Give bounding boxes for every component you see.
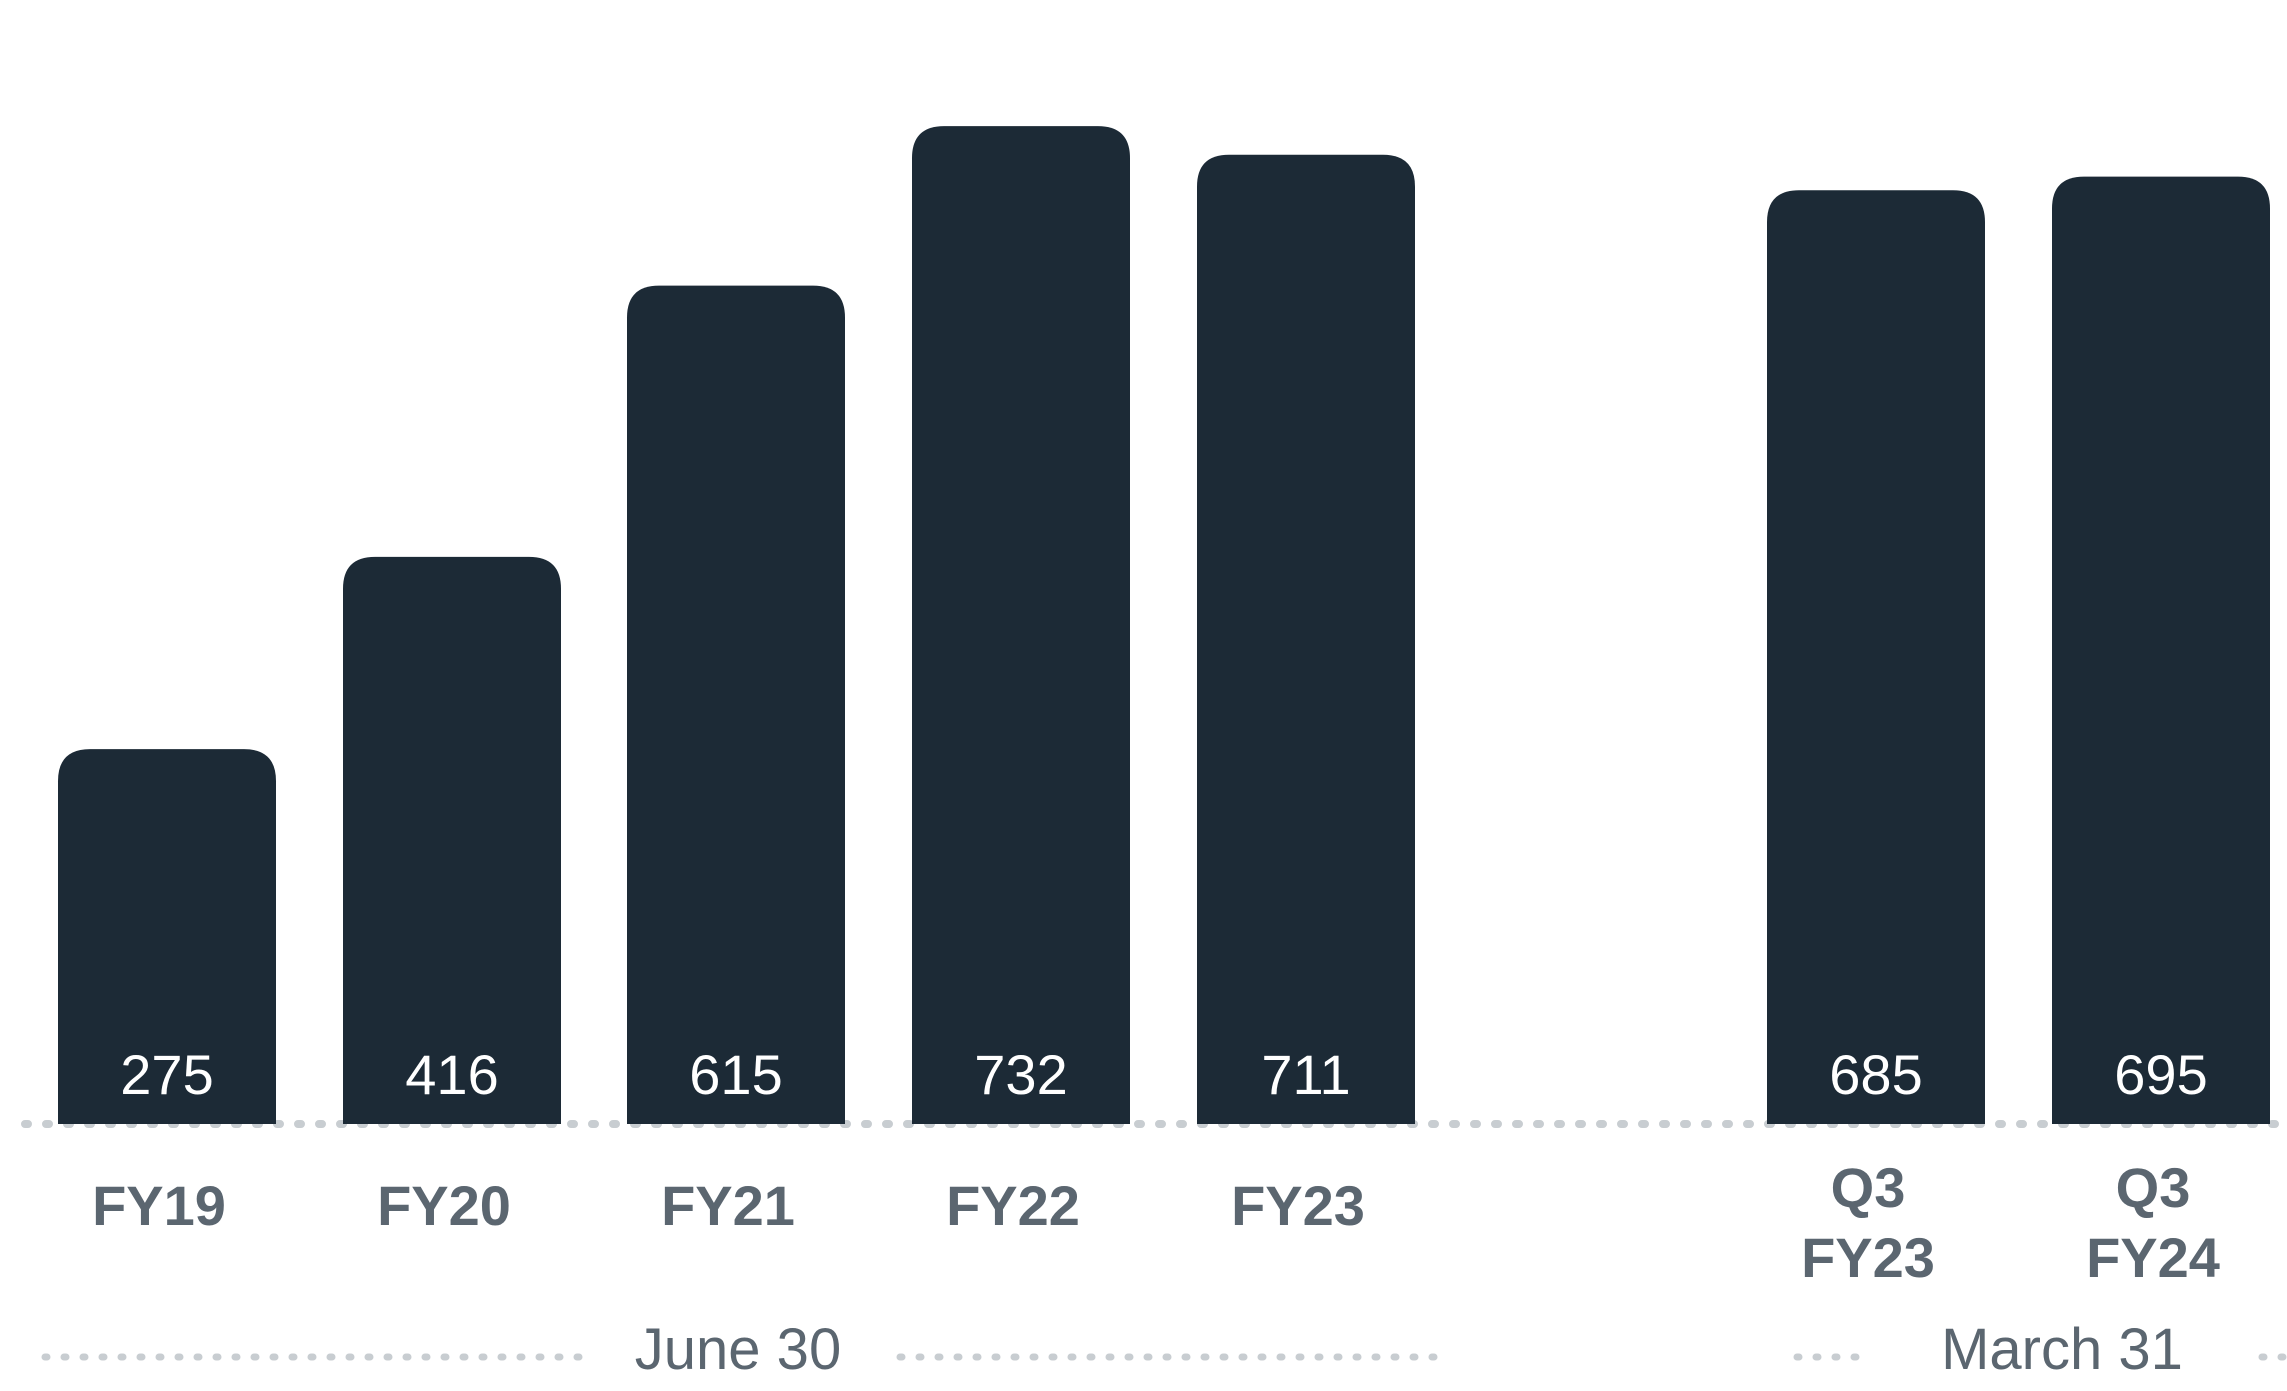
value-label-2: 615 — [689, 1043, 782, 1106]
group-march-31: March 31 — [1793, 1317, 2287, 1382]
value-label-6: 695 — [2114, 1043, 2207, 1106]
value-label-0: 275 — [120, 1043, 213, 1106]
bar-5 — [1767, 190, 1985, 1125]
bar-1 — [343, 556, 561, 1124]
value-label-1: 416 — [405, 1043, 498, 1106]
group-june-30: June 30 — [41, 1317, 1444, 1382]
category-label-2: FY21 — [661, 1174, 795, 1237]
category-labels-layer: FY19 FY20 FY21 FY22 FY23 Q3 FY23 Q3 FY24 — [92, 1156, 2220, 1289]
value-label-5: 685 — [1829, 1043, 1922, 1106]
bars-layer — [58, 126, 2270, 1125]
category-label-0: FY19 — [92, 1174, 226, 1237]
category-label-3: FY22 — [946, 1174, 1080, 1237]
category-label-4: FY23 — [1231, 1174, 1365, 1237]
category-label-6: Q3 FY24 — [2086, 1156, 2220, 1289]
category-label-1: FY20 — [377, 1174, 511, 1237]
bar-6 — [2052, 176, 2270, 1124]
value-label-4: 711 — [1261, 1043, 1350, 1106]
bar-0 — [58, 749, 276, 1124]
value-labels-layer: 275 416 615 732 711 685 695 — [120, 1043, 2207, 1106]
bar-4 — [1197, 154, 1415, 1124]
value-label-3: 732 — [974, 1043, 1067, 1106]
group-label-march-31: March 31 — [1941, 1317, 2183, 1382]
bar-2 — [627, 285, 845, 1124]
bar-3 — [912, 126, 1130, 1125]
category-label-5: Q3 FY23 — [1801, 1156, 1935, 1289]
group-label-june-30: June 30 — [635, 1317, 841, 1382]
